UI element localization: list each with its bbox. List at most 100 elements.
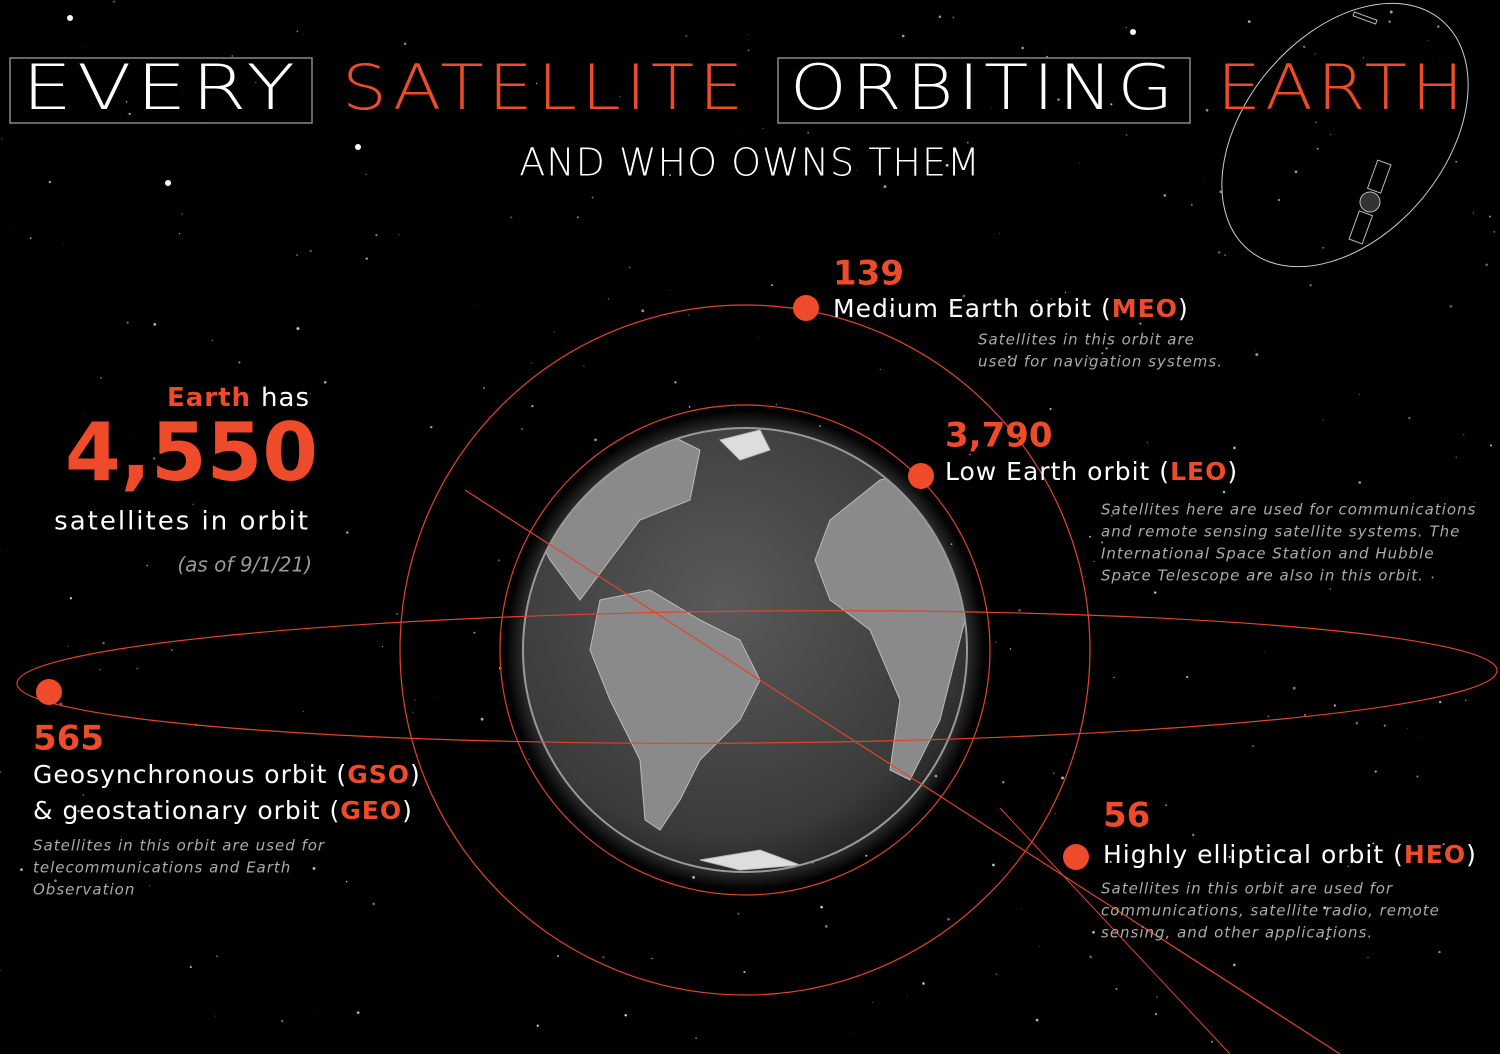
decor-orbit xyxy=(1221,2,1469,268)
orbit-description: Satellites in this orbit are xyxy=(978,331,1195,349)
star xyxy=(1489,444,1493,447)
continents xyxy=(529,429,966,871)
star xyxy=(1431,576,1434,579)
summary-date: (as of 9/1/21) xyxy=(177,553,312,577)
star xyxy=(901,34,905,38)
star xyxy=(1372,842,1375,845)
star xyxy=(528,758,530,761)
star xyxy=(54,879,57,882)
star xyxy=(152,457,156,460)
star xyxy=(128,112,131,116)
star xyxy=(1191,924,1193,926)
star xyxy=(583,365,585,367)
title-box xyxy=(9,57,313,124)
summary-total: 4,550 xyxy=(65,406,318,499)
star xyxy=(619,95,621,97)
orbit-description: telecommunications and Earth xyxy=(33,859,291,877)
star xyxy=(1347,865,1349,868)
star xyxy=(602,955,605,959)
star xyxy=(102,641,105,645)
star xyxy=(1192,833,1195,836)
star xyxy=(1383,724,1386,727)
star xyxy=(1472,212,1474,214)
star xyxy=(992,863,995,867)
star xyxy=(1203,180,1205,181)
star xyxy=(497,559,500,562)
star xyxy=(1018,608,1021,612)
star xyxy=(1219,190,1223,194)
star xyxy=(1322,247,1324,249)
star xyxy=(1355,721,1359,725)
star xyxy=(1211,1040,1214,1043)
orbit-description: Space Telescope are also in this orbit. xyxy=(1101,567,1424,585)
star xyxy=(296,327,300,331)
leo-orbit xyxy=(499,404,991,896)
orbit-description: Satellites in this orbit are used for xyxy=(33,837,325,855)
orbit-description: communications, satellite radio, remote xyxy=(1101,902,1440,920)
star xyxy=(1297,856,1299,858)
star xyxy=(20,868,23,872)
orbit-abbr: HEO xyxy=(1404,840,1466,869)
star xyxy=(962,294,966,298)
star xyxy=(183,93,184,95)
star xyxy=(1222,490,1226,494)
star xyxy=(1217,251,1221,254)
star xyxy=(77,465,80,468)
star xyxy=(1362,57,1365,59)
star xyxy=(770,284,773,287)
star xyxy=(1089,955,1093,959)
star xyxy=(170,180,172,182)
star xyxy=(1190,203,1193,206)
orbit-dot xyxy=(36,679,62,705)
star xyxy=(945,163,949,167)
star xyxy=(372,902,375,906)
star xyxy=(1383,850,1384,852)
star xyxy=(969,453,971,456)
star xyxy=(879,368,881,371)
star xyxy=(148,885,150,887)
star xyxy=(1258,571,1262,575)
star xyxy=(1309,284,1312,287)
star xyxy=(1374,770,1377,773)
star xyxy=(113,0,116,3)
star xyxy=(396,613,398,615)
star xyxy=(1038,945,1040,947)
star xyxy=(296,254,298,256)
star xyxy=(1113,676,1115,679)
star xyxy=(277,558,279,559)
star xyxy=(1277,198,1281,202)
star xyxy=(215,1015,216,1017)
star xyxy=(414,699,416,701)
summary-lead-rest: has xyxy=(261,383,310,413)
star xyxy=(757,335,759,337)
star xyxy=(1034,427,1038,430)
star xyxy=(1139,322,1142,325)
star xyxy=(1165,804,1167,806)
star xyxy=(1330,134,1332,136)
star xyxy=(553,331,556,334)
star xyxy=(1154,1012,1158,1016)
star xyxy=(1333,704,1336,707)
star xyxy=(743,971,746,974)
orbit-description: Satellites in this orbit are used for xyxy=(1101,880,1393,898)
star xyxy=(365,173,367,176)
star xyxy=(1465,699,1467,702)
summary-lead: Earth has xyxy=(167,383,310,413)
star xyxy=(628,266,631,269)
star xyxy=(1079,162,1080,164)
star xyxy=(521,428,523,430)
star xyxy=(1035,299,1039,302)
star xyxy=(557,955,560,958)
orbit-label: Geosynchronous orbit (GSO) xyxy=(33,760,421,789)
summary-caption: satellites in orbit xyxy=(54,507,310,537)
title-word: EARTH xyxy=(1217,51,1468,124)
orbit-label-part: ) xyxy=(1466,840,1477,869)
star xyxy=(952,16,955,19)
star xyxy=(907,996,909,998)
star xyxy=(1064,291,1067,294)
star xyxy=(192,503,194,506)
star xyxy=(890,309,893,313)
star xyxy=(1110,103,1113,106)
star xyxy=(346,531,349,534)
star xyxy=(1002,780,1005,784)
